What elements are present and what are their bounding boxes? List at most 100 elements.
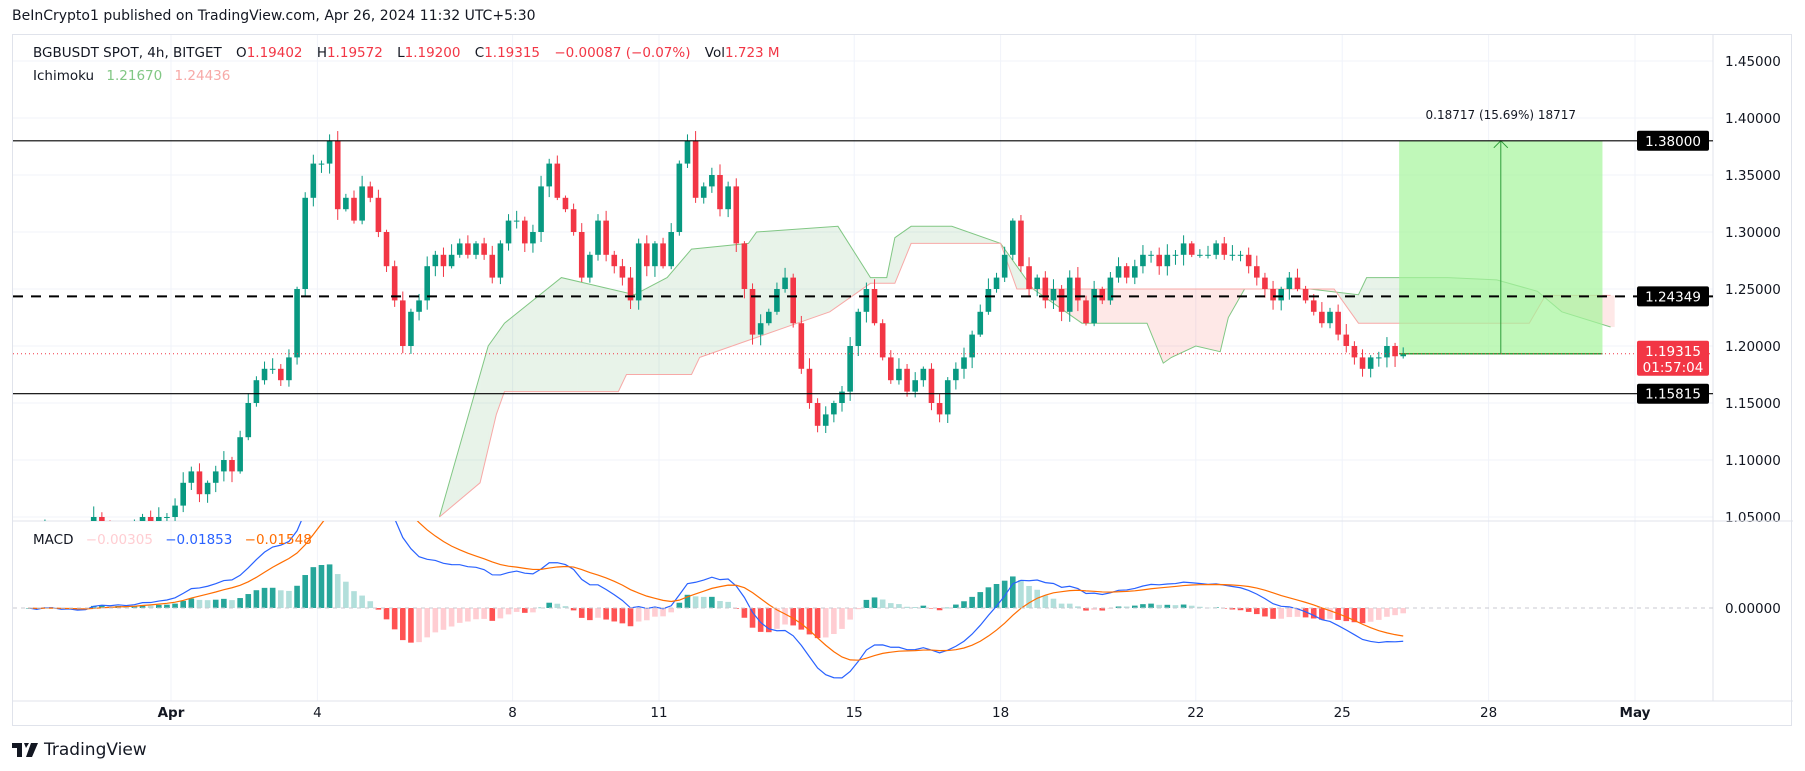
- macd-histogram-bar: [212, 599, 219, 608]
- ichimoku-cloud-segment: [455, 445, 460, 504]
- price-tick-label: 1.20000: [1725, 339, 1781, 355]
- macd-histogram-bar: [391, 608, 398, 630]
- candle-body: [359, 186, 365, 221]
- chart-frame[interactable]: 1.45000 1.40000 1.35000 1.30000 1.25000 1.200…: [12, 34, 1793, 727]
- ichimoku-cloud-segment: [968, 232, 973, 244]
- ichimoku-cloud-segment: [1151, 289, 1156, 344]
- ichimoku-cloud-segment: [878, 277, 883, 284]
- candle-body: [1075, 277, 1081, 301]
- candle-body: [1278, 289, 1284, 301]
- candle-body: [432, 254, 439, 267]
- long-position-label: 0.18717 (15.69%) 18717: [1426, 108, 1577, 122]
- ichimoku-label[interactable]: Ichimoku: [33, 68, 95, 84]
- macd-histogram-bar: [595, 608, 601, 618]
- macd-histogram-bar: [1359, 608, 1366, 624]
- ichimoku-cloud-segment: [626, 292, 631, 375]
- macd-histogram-bar: [562, 606, 569, 608]
- candle-body: [871, 289, 878, 324]
- ichimoku-cloud-segment: [573, 280, 578, 392]
- ichimoku-cloud-segment: [898, 232, 903, 274]
- macd-histogram-bar: [237, 598, 243, 608]
- ichimoku-cloud-segment: [923, 226, 928, 244]
- macd-histogram-bar: [1245, 608, 1252, 612]
- symbol-title[interactable]: BGBUSDT SPOT, 4h, BITGET: [33, 45, 222, 61]
- candle-body: [513, 220, 520, 222]
- macd-histogram-bar: [156, 604, 162, 608]
- candle-body: [408, 311, 414, 346]
- candle-body: [473, 243, 479, 255]
- candle-body: [1221, 243, 1228, 255]
- macd-legend[interactable]: MACD −0.00305 −0.01853 −0.01548: [33, 532, 316, 548]
- price-tick-label: 1.35000: [1725, 168, 1781, 184]
- ichimoku-cloud-segment: [829, 226, 834, 312]
- candle-body: [497, 243, 504, 278]
- tradingview-footer[interactable]: TradingView: [12, 740, 147, 760]
- candle-body: [570, 209, 577, 232]
- candle-body: [1245, 254, 1252, 267]
- macd-histogram-bar: [700, 596, 707, 608]
- candle-body: [1197, 254, 1203, 256]
- ichimoku-cloud-segment: [1179, 289, 1184, 354]
- candle-body: [1115, 266, 1122, 278]
- ichimoku-cloud-segment: [1114, 289, 1119, 324]
- macd-histogram-bar: [286, 590, 292, 608]
- ichimoku-cloud-segment: [772, 230, 777, 332]
- ichimoku-cloud-segment: [659, 279, 664, 375]
- candle-body: [546, 163, 552, 187]
- macd-signal-line: [28, 521, 1404, 661]
- ichimoku-cloud-segment: [1378, 277, 1383, 324]
- candle-body: [595, 220, 601, 255]
- ichimoku-cloud-segment: [537, 293, 542, 392]
- ichimoku-cloud-segment: [553, 280, 558, 392]
- ichimoku-cloud-segment: [1183, 289, 1188, 352]
- macd-histogram-bar: [131, 606, 138, 608]
- candle-body: [977, 311, 984, 335]
- ichimoku-cloud-segment: [833, 226, 838, 309]
- ichimoku-cloud-segment: [720, 245, 725, 351]
- ichimoku-cloud-segment: [1228, 289, 1233, 318]
- publish-info: BeInCrypto1 published on TradingView.com…: [12, 8, 536, 24]
- candle-body: [326, 140, 333, 164]
- candle-body: [1001, 254, 1008, 278]
- ichimoku-cloud-segment: [980, 236, 985, 244]
- macd-histogram-bar: [229, 600, 235, 608]
- macd-histogram-bar: [481, 608, 487, 619]
- candle-body: [717, 175, 723, 210]
- ichimoku-cloud-segment: [943, 226, 948, 244]
- macd-pane: [25, 521, 1406, 679]
- macd-histogram-bar: [1083, 608, 1089, 611]
- bar-countdown-label: 01:57:04: [1643, 360, 1704, 376]
- ichimoku-cloud-segment: [557, 277, 562, 392]
- ichimoku-legend[interactable]: Ichimoku 1.21670 1.24436: [33, 68, 234, 84]
- ichimoku-cloud-segment: [569, 279, 574, 392]
- symbol-legend[interactable]: BGBUSDT SPOT, 4h, BITGET O1.19402 H1.195…: [33, 45, 784, 61]
- macd-histogram-bar: [1148, 603, 1154, 608]
- macd-histogram-bar: [692, 596, 699, 608]
- macd-histogram-bar: [766, 608, 772, 633]
- macd-histogram-bar: [904, 606, 910, 608]
- ichimoku-cloud-segment: [589, 284, 594, 392]
- candle-body: [928, 368, 935, 403]
- candle-body: [367, 186, 374, 198]
- candle-body: [985, 289, 992, 312]
- time-tick-label: May: [1620, 705, 1651, 721]
- ichimoku-cloud-segment: [964, 230, 969, 244]
- volume-label: Vol: [704, 45, 725, 61]
- macd-histogram-bar: [1262, 608, 1268, 617]
- ichimoku-cloud-segment: [675, 263, 680, 375]
- ichimoku-cloud-segment: [614, 289, 619, 392]
- candle-body: [619, 266, 626, 278]
- ichimoku-cloud-segment: [1362, 277, 1367, 324]
- candle-body: [969, 334, 975, 358]
- candle-body: [1026, 266, 1032, 289]
- macd-histogram-bar: [578, 608, 585, 618]
- candle-body: [554, 163, 561, 198]
- chart-canvas[interactable]: 1.45000 1.40000 1.35000 1.30000 1.25000 1.200…: [13, 35, 1793, 727]
- macd-label[interactable]: MACD: [33, 532, 74, 548]
- candle-body: [375, 197, 382, 232]
- candle-body: [1343, 334, 1350, 346]
- ichimoku-cloud-segment: [972, 233, 977, 244]
- ichimoku-cloud-segment: [817, 227, 822, 317]
- macd-histogram-bar: [310, 567, 317, 608]
- macd-histogram-bar: [522, 608, 528, 613]
